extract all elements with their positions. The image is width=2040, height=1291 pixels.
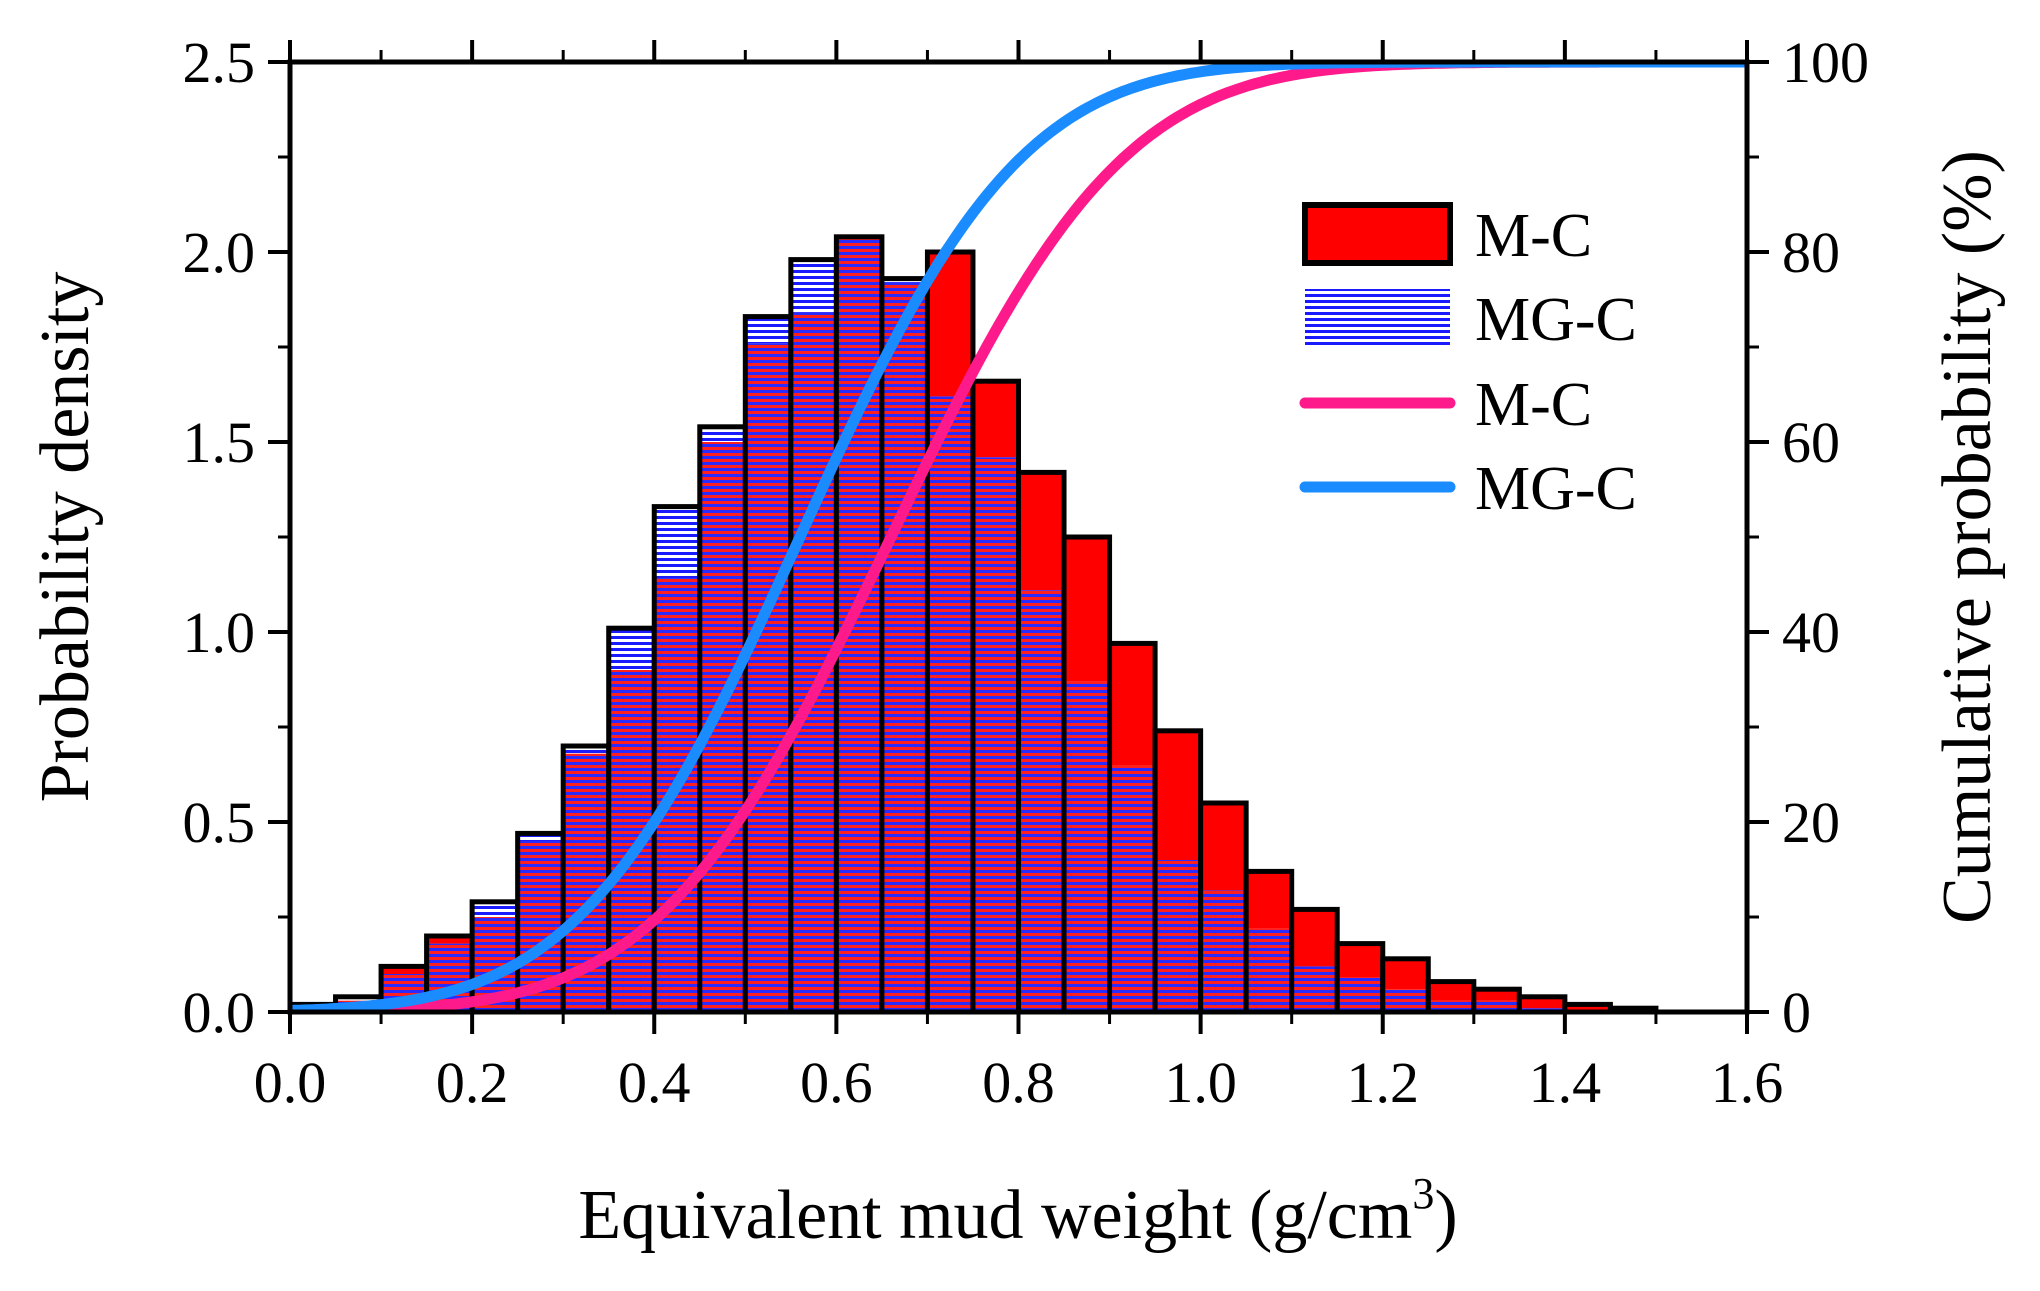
bar-mc-excess (1018, 472, 1065, 591)
bar-mgc-excess (563, 746, 609, 754)
bar-mgc-excess (699, 426, 746, 442)
bar-mgc-excess (790, 259, 837, 313)
bar-overlap (1382, 989, 1429, 1012)
bar-mc-excess (1337, 943, 1383, 978)
x-tick-label: 1.2 (1347, 1050, 1420, 1115)
bar-mc-excess (1519, 996, 1565, 1009)
bar-mc-excess (426, 936, 473, 944)
bar-mc-excess (972, 381, 1019, 458)
x-tick-label: 1.6 (1711, 1050, 1784, 1115)
y-tick-label: 0.0 (183, 980, 256, 1045)
bar-overlap (745, 343, 791, 1012)
bar-overlap (1064, 681, 1110, 1012)
bar-overlap (972, 457, 1019, 1012)
legend-item-m-c-histogram-swatch (1302, 202, 1453, 266)
y2-tick-label: 40 (1782, 600, 1840, 665)
x-tick-label: 0.2 (436, 1050, 509, 1115)
bar-mgc-excess (472, 901, 518, 917)
y2-tick-label: 100 (1782, 30, 1869, 95)
bar-mc-excess (1291, 909, 1338, 967)
bar-mgc-excess (517, 833, 564, 841)
bar-overlap (927, 396, 973, 1012)
x-tick-label: 0.0 (254, 1050, 327, 1115)
y-tick-label: 1.5 (183, 410, 256, 475)
y-tick-label: 0.5 (183, 790, 256, 855)
y2-tick-label: 60 (1782, 410, 1840, 475)
bar-overlap (881, 282, 928, 1012)
legend-item-mg-c-line-label: MG-C (1475, 455, 1637, 523)
y-tick-label: 1.0 (183, 600, 256, 665)
bar-mc-excess (1246, 871, 1292, 929)
y-tick-label: 2.0 (183, 220, 256, 285)
legend: M-C MG-C M-C MG-C (1299, 202, 1637, 523)
y-tick-label: 2.5 (183, 30, 256, 95)
y2-axis-label: Cumulative probability (%) (1929, 150, 2006, 924)
bar-mc-excess (1564, 1004, 1611, 1012)
cdf-line-mg-c (290, 62, 1747, 1012)
bar-overlap (1155, 860, 1201, 1012)
legend-item-m-c-histogram-label: M-C (1475, 202, 1592, 270)
x-tick-label: 0.6 (800, 1050, 873, 1115)
bar-mgc-excess (654, 506, 700, 579)
bar-mgc-excess (608, 628, 655, 670)
y2-tick-label: 80 (1782, 220, 1840, 285)
histogram-layer (290, 234, 1659, 1012)
bar-mc-excess (381, 966, 427, 974)
bar-mc-excess (1155, 730, 1201, 860)
bar-overlap (1018, 590, 1065, 1012)
bar-overlap (1291, 966, 1338, 1012)
axes-layer: 0.0 0.2 0.4 0.6 0.8 1.0 1.2 1.4 1.6 0.0 0.5 1.0 1.5 2… (183, 30, 1870, 1115)
bar-mgc-excess (745, 316, 791, 344)
bar-overlap (1473, 1000, 1520, 1012)
bar-overlap (1200, 890, 1247, 1012)
bar-overlap (1428, 1000, 1474, 1012)
y-axis-label: Probability density (27, 272, 104, 803)
bar-mc-excess (1473, 989, 1520, 1001)
x-axis-label: Equivalent mud weight (g/cm3) (578, 1169, 1457, 1254)
bar-mc-excess (1382, 958, 1429, 990)
bar-mc-excess (1064, 537, 1110, 682)
y2-tick-label: 20 (1782, 790, 1840, 855)
legend-item-m-c-line-label: M-C (1475, 371, 1592, 439)
bar-mc-excess (1109, 643, 1156, 765)
legend-item-mg-c-histogram-label: MG-C (1475, 286, 1637, 354)
x-tick-label: 1.4 (1529, 1050, 1602, 1115)
bar-overlap (1246, 928, 1292, 1012)
x-tick-label: 1.0 (1164, 1050, 1237, 1115)
bar-overlap (1109, 765, 1156, 1012)
legend-item-mg-c-histogram-swatch (1305, 289, 1450, 347)
x-tick-label: 0.4 (618, 1050, 691, 1115)
y2-tick-label: 0 (1782, 980, 1811, 1045)
bar-overlap (1337, 977, 1383, 1012)
bar-mc-excess (1428, 981, 1474, 1001)
x-tick-label: 0.8 (982, 1050, 1055, 1115)
bar-mc-excess (1200, 803, 1247, 891)
